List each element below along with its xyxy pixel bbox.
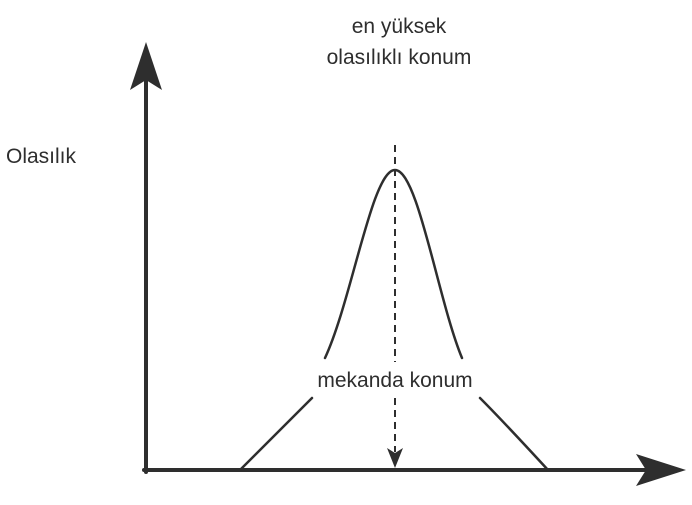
y-axis-label: Olasılık xyxy=(6,145,77,168)
x-axis-arrowhead xyxy=(636,454,686,486)
center-label: mekanda konum xyxy=(317,369,472,392)
bell-curve-right-tail xyxy=(478,396,550,472)
y-axis-arrowhead xyxy=(130,42,162,90)
peak-label-line2: olasılıklı konum xyxy=(327,46,472,69)
bell-curve-peak xyxy=(323,168,464,360)
center-arrowhead xyxy=(387,448,403,468)
bell-curve-left-tail xyxy=(238,396,314,472)
peak-label-line1: en yüksek xyxy=(352,15,447,38)
